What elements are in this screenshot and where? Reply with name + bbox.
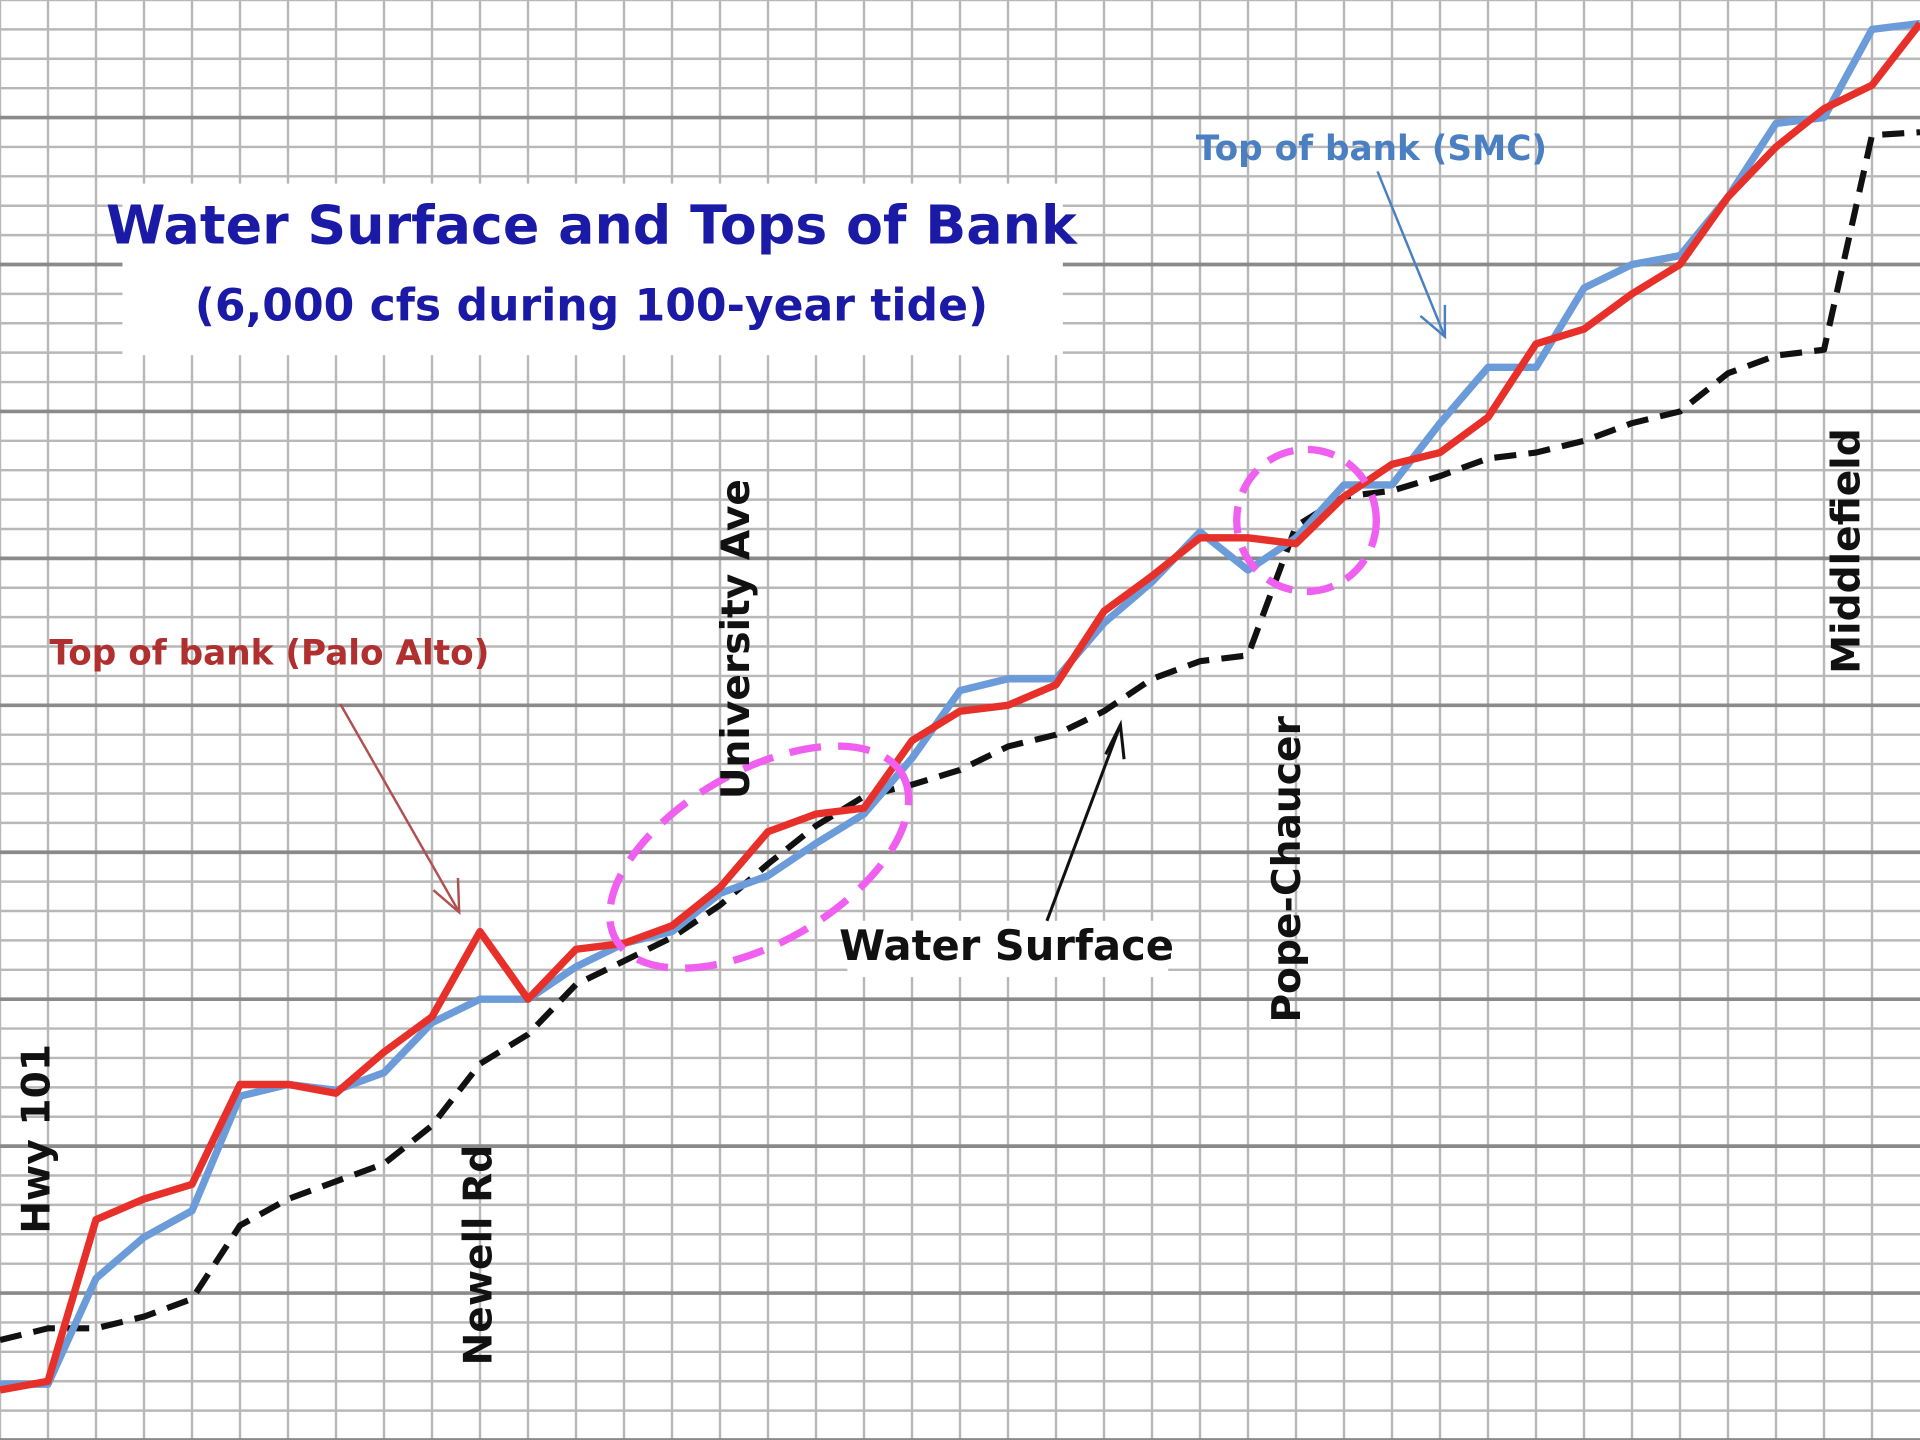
arrow [339,703,461,913]
location-label: Pope-Chaucer [1265,715,1310,1022]
annotations: Water Surface and Tops of Bank (6,000 cf… [15,129,1870,1365]
highlight-ellipse [1233,445,1380,596]
series-line [0,21,1920,1394]
arrow [1376,170,1447,338]
chart-title: Water Surface and Tops of Bank [106,194,1078,257]
series-label: Top of bank (SMC) [1196,129,1547,169]
location-label: Newell Rd [457,1145,502,1366]
title-box [122,183,1063,356]
location-label: Hwy 101 [15,1044,60,1234]
location-label: University Ave [714,479,759,799]
highlight-ellipse [606,742,913,972]
plot [0,19,1920,1394]
arrow-head [432,877,461,915]
label-box [847,920,1169,978]
arrow-head [1419,304,1447,340]
chart-subtitle: (6,000 cfs during 100-year tide) [195,281,988,332]
location-label: Middlefield [1824,428,1869,674]
arrow-head [1104,719,1126,760]
series-line [0,129,1920,1344]
arrow [1045,724,1122,922]
series-label: Top of bank (Palo Alto) [49,634,489,674]
series-label: Water Surface [839,921,1174,970]
